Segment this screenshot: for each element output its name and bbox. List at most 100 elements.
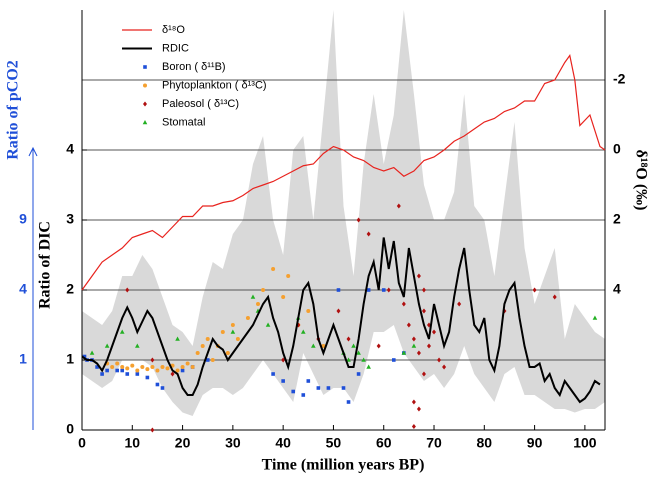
- x-axis-label: Time (million years BP): [262, 457, 425, 474]
- point: [95, 365, 99, 369]
- point: [185, 361, 190, 366]
- point: [437, 357, 442, 363]
- point: [180, 365, 185, 369]
- point: [235, 337, 240, 341]
- point: [125, 372, 130, 376]
- uncertainty-band: [82, 10, 605, 416]
- point: [336, 308, 341, 314]
- x-tick-label: 60: [376, 435, 392, 451]
- point: [150, 357, 155, 363]
- y-tick-label: 0: [66, 421, 74, 437]
- point: [300, 329, 306, 334]
- point: [190, 365, 195, 369]
- point: [306, 309, 311, 313]
- point: [115, 368, 120, 373]
- y3-axis-label: Ratio of pCO2: [5, 60, 22, 160]
- legend-label: Paleosol ( δ¹³C): [162, 98, 239, 110]
- point: [125, 287, 130, 293]
- point: [386, 287, 391, 293]
- point: [265, 322, 271, 327]
- point: [160, 365, 165, 369]
- point: [210, 358, 215, 362]
- x-tick-label: 90: [527, 435, 543, 451]
- legend-marker: [142, 120, 148, 125]
- point: [200, 344, 205, 348]
- point: [346, 400, 351, 404]
- point: [532, 287, 537, 293]
- point: [82, 354, 87, 359]
- point: [165, 366, 170, 371]
- point: [125, 366, 130, 371]
- point: [120, 368, 125, 373]
- x-tick-label: 100: [573, 435, 597, 451]
- point: [140, 365, 145, 369]
- point: [135, 372, 140, 376]
- point: [120, 365, 125, 369]
- y3-tick-label: 9: [19, 211, 27, 227]
- x-tick-label: 70: [426, 435, 442, 451]
- point: [281, 357, 286, 363]
- point: [346, 357, 351, 362]
- x-tick-label: 10: [124, 435, 140, 451]
- series-line: [81, 54, 606, 291]
- point: [110, 365, 115, 369]
- y-tick-label: 4: [66, 141, 74, 157]
- point: [170, 371, 175, 377]
- legend-marker: [143, 83, 147, 88]
- point: [416, 273, 421, 279]
- y2-tick-label: 4: [613, 281, 621, 297]
- legend-label: Boron ( δ¹¹B): [162, 61, 226, 73]
- point: [416, 406, 421, 412]
- point: [361, 357, 366, 362]
- point: [346, 336, 351, 342]
- point: [135, 368, 140, 373]
- point: [351, 343, 356, 348]
- point: [457, 301, 462, 307]
- legend-label: RDIC: [162, 42, 189, 54]
- point: [271, 267, 276, 271]
- point: [245, 316, 250, 320]
- point: [442, 364, 447, 370]
- point: [160, 386, 165, 390]
- point: [432, 329, 437, 335]
- legend-label: Stomatal: [162, 116, 205, 128]
- point: [150, 427, 155, 433]
- point: [230, 329, 236, 334]
- point: [100, 372, 104, 376]
- point: [256, 302, 261, 306]
- point: [391, 358, 396, 362]
- point: [356, 372, 361, 376]
- y3-tick-label: 1: [19, 351, 27, 367]
- point: [316, 386, 321, 390]
- point: [119, 329, 125, 334]
- point: [271, 372, 275, 376]
- point: [381, 288, 386, 292]
- y-tick-label: 1: [66, 351, 74, 367]
- x-tick-label: 40: [275, 435, 291, 451]
- point: [592, 315, 598, 320]
- point: [104, 343, 110, 348]
- point: [421, 308, 426, 314]
- point: [301, 393, 306, 397]
- point: [356, 350, 361, 355]
- point: [115, 361, 120, 366]
- y2-tick-label: -2: [613, 71, 626, 87]
- point: [326, 386, 331, 390]
- x-tick-label: 20: [175, 435, 191, 451]
- x-tick-label: 80: [477, 435, 493, 451]
- point: [411, 424, 416, 429]
- point: [411, 336, 416, 342]
- point: [261, 288, 266, 292]
- point: [406, 322, 411, 328]
- point: [341, 386, 346, 390]
- point: [250, 294, 256, 299]
- point: [89, 350, 95, 355]
- y2-tick-label: 2: [613, 211, 621, 227]
- point: [130, 363, 135, 368]
- legend-label: δ¹⁸O: [162, 24, 185, 36]
- y-tick-label: 2: [66, 281, 74, 297]
- point: [230, 323, 235, 327]
- legend-label: Phytoplankton ( δ¹³C): [162, 79, 267, 91]
- x-tick-label: 0: [78, 435, 86, 451]
